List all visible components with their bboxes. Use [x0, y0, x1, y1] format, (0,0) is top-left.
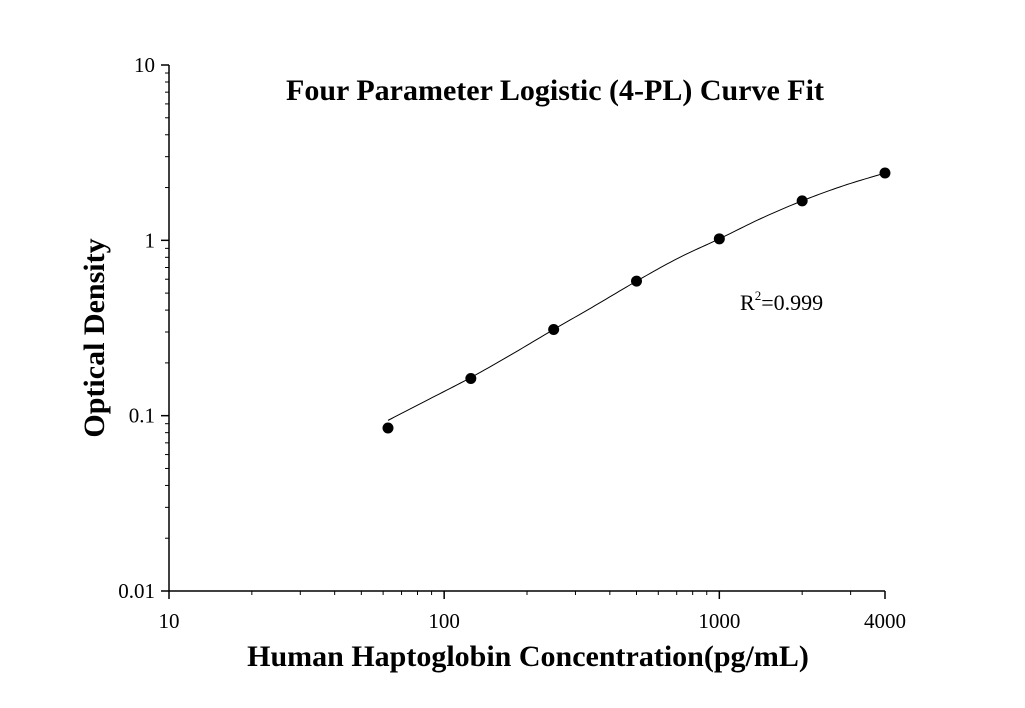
y-axis-ticks: [161, 64, 169, 592]
x-tick-label: 100: [428, 609, 460, 633]
y-tick-label: 0.01: [118, 579, 155, 603]
data-point: [630, 275, 642, 287]
chart-title: Four Parameter Logistic (4-PL) Curve Fit: [286, 74, 824, 107]
x-axis-tick-labels: 10 100 1000 4000: [159, 609, 907, 633]
data-point: [879, 167, 891, 179]
y-axis-label: Optical Density: [78, 238, 111, 437]
data-point: [465, 372, 477, 384]
data-points: [382, 167, 891, 434]
r-squared-base: R: [740, 290, 755, 315]
r-squared-value: =0.999: [761, 290, 823, 315]
data-point: [382, 422, 394, 434]
data-point: [713, 233, 725, 245]
y-tick-label: 1: [145, 228, 156, 252]
r-squared-annotation: R2=0.999: [740, 288, 823, 315]
y-tick-label: 10: [134, 53, 155, 77]
data-point: [796, 195, 808, 207]
x-tick-label: 10: [159, 609, 180, 633]
r-squared-superscript: 2: [755, 288, 762, 303]
y-tick-label: 0.1: [129, 404, 155, 428]
x-tick-label: 4000: [864, 609, 906, 633]
data-point: [548, 324, 560, 336]
x-tick-label: 1000: [698, 609, 740, 633]
x-axis-label: Human Haptoglobin Concentration(pg/mL): [247, 640, 809, 673]
y-axis-tick-labels: 0.01 0.1 1 10: [118, 53, 155, 603]
x-axis-ticks: [168, 591, 886, 599]
